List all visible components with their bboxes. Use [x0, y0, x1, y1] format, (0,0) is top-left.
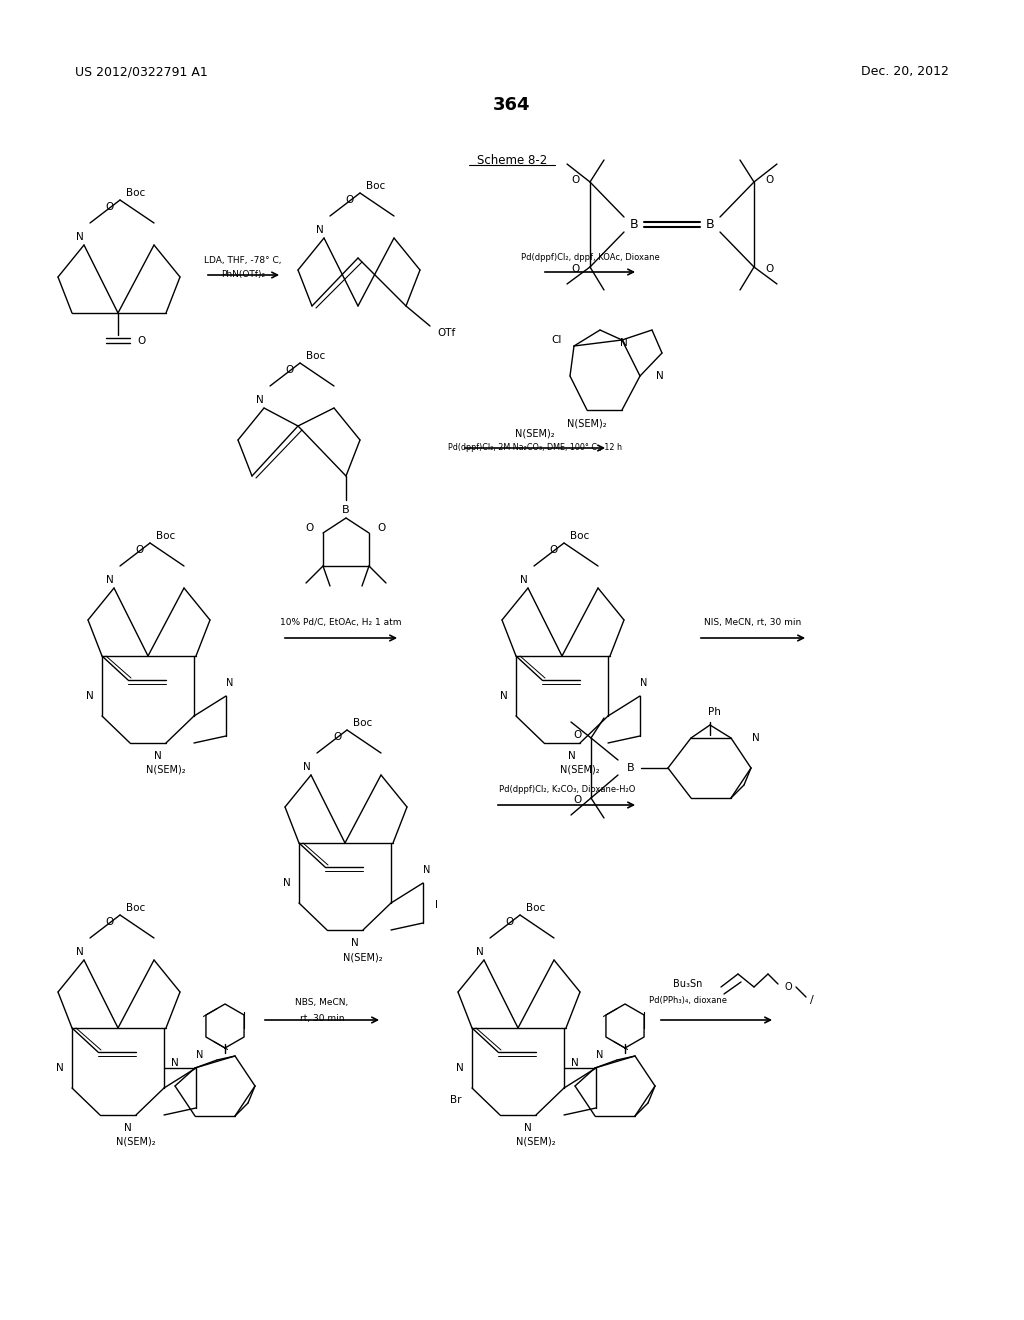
Text: Pd(dppf)Cl₂, K₂CO₃, Dioxane-H₂O: Pd(dppf)Cl₂, K₂CO₃, Dioxane-H₂O	[499, 785, 635, 795]
Text: Bu₃Sn: Bu₃Sn	[674, 979, 702, 989]
Text: O: O	[506, 917, 514, 927]
Text: N: N	[171, 1059, 179, 1068]
Text: N(SEM)₂: N(SEM)₂	[516, 1137, 556, 1147]
Text: N: N	[640, 678, 648, 688]
Text: N: N	[423, 865, 431, 875]
Text: N: N	[124, 1123, 132, 1133]
Text: N: N	[524, 1123, 531, 1133]
Text: Boc: Boc	[157, 531, 176, 541]
Text: Boc: Boc	[570, 531, 590, 541]
Text: N: N	[500, 690, 508, 701]
Text: Boc: Boc	[126, 903, 145, 913]
Text: Boc: Boc	[353, 718, 373, 729]
Text: US 2012/0322791 A1: US 2012/0322791 A1	[75, 66, 208, 78]
Text: N(SEM)₂: N(SEM)₂	[146, 766, 185, 775]
Text: B: B	[706, 218, 715, 231]
Text: Boc: Boc	[526, 903, 546, 913]
Text: Scheme 8-2: Scheme 8-2	[477, 153, 547, 166]
Text: O: O	[333, 733, 341, 742]
Text: N: N	[596, 1049, 604, 1060]
Text: N: N	[316, 224, 324, 235]
Text: N: N	[106, 576, 114, 585]
Text: N: N	[621, 338, 628, 348]
Text: O: O	[378, 523, 386, 533]
Text: N: N	[155, 751, 162, 762]
Text: Boc: Boc	[367, 181, 386, 191]
Text: N: N	[283, 878, 291, 888]
Text: N: N	[476, 946, 484, 957]
Text: O: O	[138, 337, 146, 346]
Text: N(SEM)₂: N(SEM)₂	[560, 766, 600, 775]
Text: O: O	[105, 917, 114, 927]
Text: O: O	[286, 366, 294, 375]
Text: O: O	[765, 176, 773, 185]
Text: 10% Pd/C, EtOAc, H₂ 1 atm: 10% Pd/C, EtOAc, H₂ 1 atm	[281, 619, 401, 627]
Text: N(SEM)₂: N(SEM)₂	[567, 418, 607, 428]
Text: 364: 364	[494, 96, 530, 114]
Text: I: I	[435, 900, 438, 909]
Text: O: O	[573, 730, 582, 741]
Text: Pd(dppf)Cl₂, dppf, KOAc, Dioxane: Pd(dppf)Cl₂, dppf, KOAc, Dioxane	[520, 253, 659, 263]
Text: rt, 30 min: rt, 30 min	[300, 1014, 344, 1023]
Text: N: N	[76, 232, 84, 242]
Text: N: N	[303, 762, 311, 772]
Text: N: N	[226, 678, 233, 688]
Text: NBS, MeCN,: NBS, MeCN,	[295, 998, 348, 1007]
Text: O: O	[573, 795, 582, 805]
Text: N: N	[56, 1063, 63, 1073]
Text: B: B	[342, 506, 350, 515]
Text: N: N	[656, 371, 664, 381]
Text: N: N	[351, 939, 358, 948]
Text: N: N	[571, 1059, 579, 1068]
Text: N: N	[76, 946, 84, 957]
Text: Br: Br	[451, 1096, 462, 1105]
Text: O: O	[105, 202, 114, 213]
Text: B: B	[630, 218, 638, 231]
Text: N: N	[520, 576, 528, 585]
Text: O: O	[765, 264, 773, 275]
Text: N(SEM)₂: N(SEM)₂	[116, 1137, 156, 1147]
Text: Boc: Boc	[126, 187, 145, 198]
Text: NIS, MeCN, rt, 30 min: NIS, MeCN, rt, 30 min	[705, 619, 802, 627]
Text: N: N	[568, 751, 575, 762]
Text: Boc: Boc	[306, 351, 326, 360]
Text: N: N	[86, 690, 94, 701]
Text: N: N	[197, 1049, 204, 1060]
Text: PhN(OTf)₂: PhN(OTf)₂	[221, 271, 265, 280]
Text: O: O	[570, 176, 580, 185]
Text: O: O	[306, 523, 314, 533]
Text: O: O	[570, 264, 580, 275]
Text: Cl: Cl	[552, 335, 562, 345]
Text: LDA, THF, -78° C,: LDA, THF, -78° C,	[204, 256, 282, 265]
Text: Pd(PPh₃)₄, dioxane: Pd(PPh₃)₄, dioxane	[649, 995, 727, 1005]
Text: OTf: OTf	[437, 327, 455, 338]
Text: N(SEM)₂: N(SEM)₂	[343, 952, 383, 962]
Text: B: B	[627, 763, 635, 774]
Text: N(SEM)₂: N(SEM)₂	[515, 428, 555, 438]
Text: O: O	[136, 545, 144, 554]
Text: O: O	[550, 545, 558, 554]
Text: Dec. 20, 2012: Dec. 20, 2012	[861, 66, 949, 78]
Text: N: N	[456, 1063, 464, 1073]
Text: Ph: Ph	[708, 708, 721, 717]
Text: N: N	[752, 733, 760, 743]
Text: O: O	[784, 982, 792, 993]
Text: Pd(dppf)Cl₂, 2M Na₂CO₃, DME, 100° C., 12 h: Pd(dppf)Cl₂, 2M Na₂CO₃, DME, 100° C., 12…	[449, 444, 622, 453]
Text: N: N	[256, 395, 264, 405]
Text: /: /	[810, 995, 814, 1005]
Text: O: O	[346, 195, 354, 205]
